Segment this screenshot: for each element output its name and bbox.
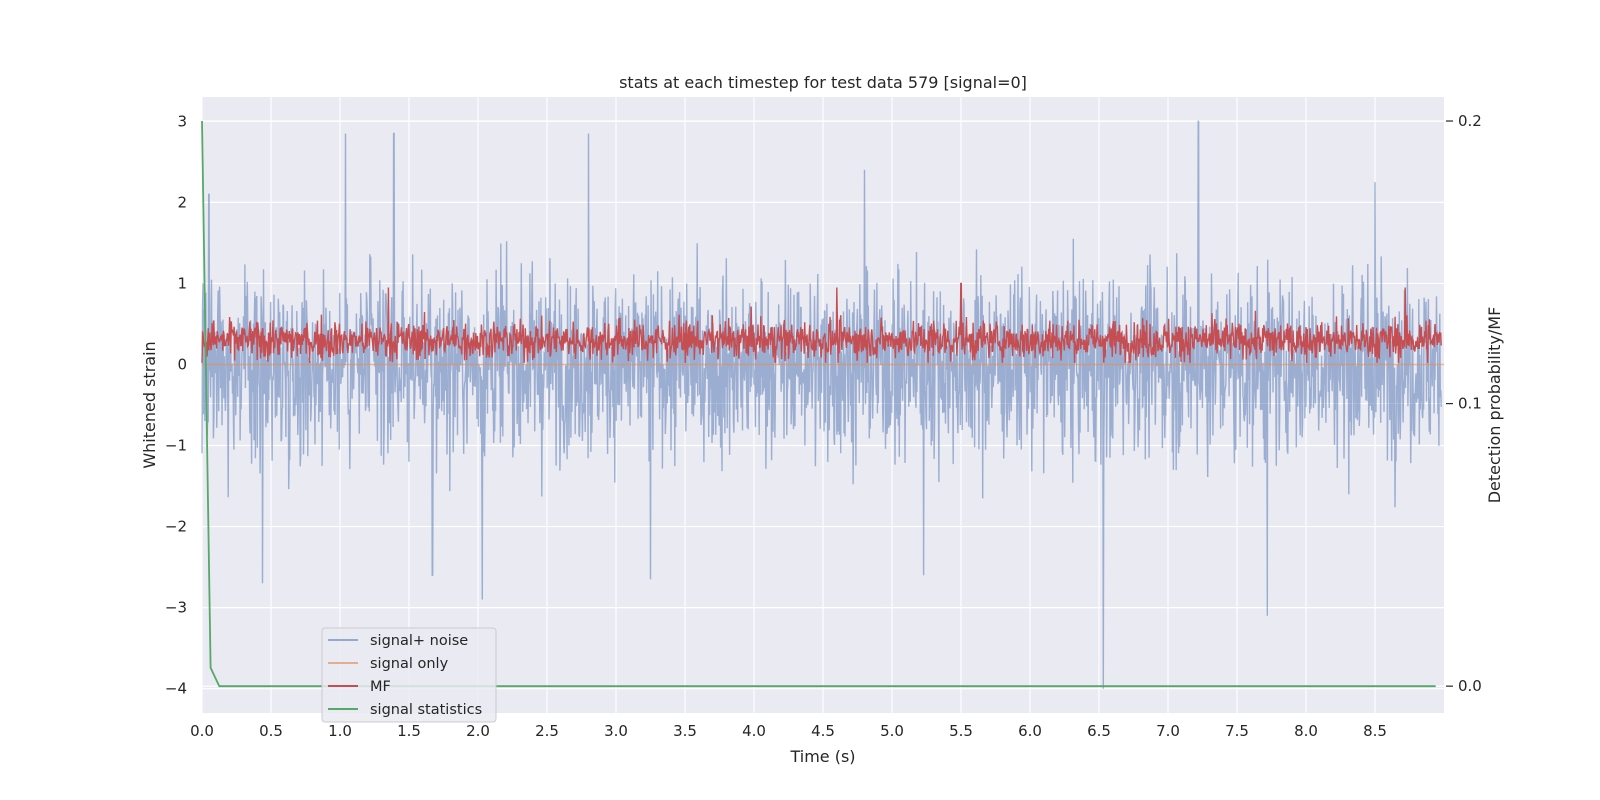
- x-tick-label: 0.0: [190, 722, 214, 740]
- x-tick-label: 5.0: [880, 722, 904, 740]
- series-signal-noise: [201, 120, 1442, 689]
- legend-label-signal-only: signal only: [370, 656, 449, 672]
- x-tick-label: 3.5: [673, 722, 697, 740]
- mf-line: [201, 282, 1442, 364]
- signal-noise-line: [201, 120, 1442, 689]
- y-tick-label: 2: [177, 193, 187, 211]
- x-tick-label: 1.0: [328, 722, 352, 740]
- y-tick-label: −4: [165, 680, 187, 698]
- x-tick-label: 4.0: [742, 722, 766, 740]
- y-tick-labels: −4 −3 −2 −1 0 1 2 3: [165, 112, 187, 697]
- x-axis-label: Time (s): [789, 747, 855, 766]
- series-mf: [201, 282, 1442, 364]
- legend: signal+ noise signal only MF signal stat…: [321, 627, 497, 723]
- legend-label-signal-statistics: signal statistics: [370, 702, 482, 718]
- y-axis-label: Whitened strain: [140, 341, 159, 468]
- x-tick-label: 8.5: [1363, 722, 1387, 740]
- x-tick-label: 1.5: [397, 722, 421, 740]
- grid: [201, 97, 1444, 713]
- y-tick-label: −1: [165, 437, 187, 455]
- legend-label-signal-noise: signal+ noise: [370, 633, 468, 649]
- x-tick-label: 7.0: [1156, 722, 1180, 740]
- x-tick-label: 4.5: [811, 722, 835, 740]
- x-tick-label: 3.0: [604, 722, 628, 740]
- y-tick-label: −2: [165, 518, 187, 536]
- y2-tick-label: 0.2: [1458, 112, 1482, 130]
- y2-tick-labels: 0.0 0.1 0.2: [1446, 112, 1482, 695]
- x-tick-label: 7.5: [1225, 722, 1249, 740]
- x-tick-label: 8.0: [1294, 722, 1318, 740]
- y-tick-label: 0: [177, 355, 187, 373]
- y2-tick-label: 0.1: [1458, 395, 1482, 413]
- x-tick-labels: 0.0 0.5 1.0 1.5 2.0 2.5 3.0 3.5 4.0 4.5 5.0 5.5 6.0 6…: [190, 722, 1387, 740]
- x-tick-label: 2.5: [535, 722, 559, 740]
- y-tick-label: −3: [165, 599, 187, 617]
- y2-tick-label: 0.0: [1458, 677, 1482, 695]
- y-tick-label: 1: [177, 274, 187, 292]
- legend-box: [321, 627, 497, 723]
- x-tick-label: 6.0: [1018, 722, 1042, 740]
- y2-axis-label: Detection probability/MF: [1485, 307, 1504, 504]
- y-tick-label: 3: [177, 112, 187, 130]
- chart-title: stats at each timestep for test data 579…: [619, 73, 1027, 92]
- x-tick-label: 6.5: [1087, 722, 1111, 740]
- x-tick-label: 5.5: [949, 722, 973, 740]
- x-tick-label: 0.5: [259, 722, 283, 740]
- x-tick-label: 2.0: [466, 722, 490, 740]
- legend-label-mf: MF: [370, 679, 391, 695]
